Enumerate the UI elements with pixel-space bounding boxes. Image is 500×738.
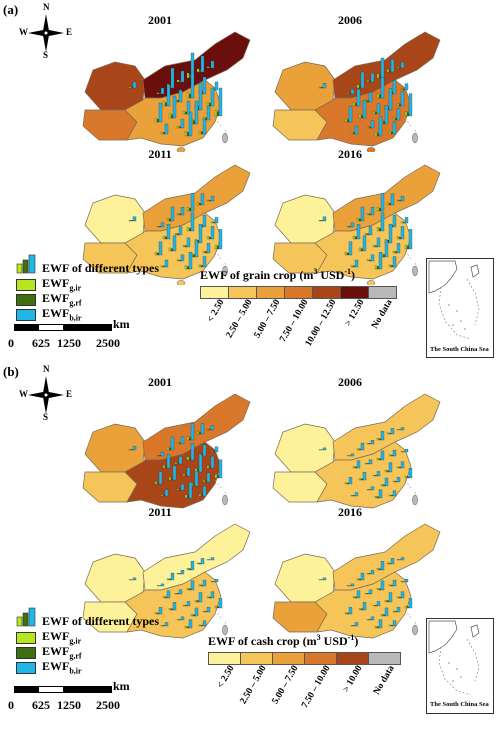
china-map-b-2006	[255, 384, 455, 509]
island	[413, 625, 418, 635]
type-label-b-ir: EWFb,ir	[42, 306, 82, 322]
legend-swatch-3	[284, 286, 313, 299]
compass-w: W	[19, 27, 28, 37]
map-region	[83, 110, 137, 140]
type-swatch-g-ir	[16, 632, 36, 644]
boundary-dash	[405, 480, 417, 496]
bar-chart-icon	[16, 254, 38, 274]
china-map-a-2001	[65, 22, 265, 152]
type-label-g-ir: EWFg,ir	[42, 276, 81, 292]
legend-swatch-1	[228, 286, 257, 299]
scale-tick-1250: 1250	[57, 336, 81, 351]
type-swatch-g-rf	[16, 294, 36, 306]
boundary-dash	[215, 610, 227, 626]
china-map-b-2001	[65, 384, 265, 509]
legend-swatch-3	[304, 652, 337, 665]
grain-legend-title: EWF of grain crop (m3 USD-1)	[200, 267, 355, 283]
island	[413, 495, 418, 505]
types-legend-title: EWF of different types	[42, 261, 159, 276]
type-swatch-b-ir	[16, 662, 36, 674]
cash-legend-title: EWF of cash crop (m3 USD-1)	[208, 633, 358, 649]
scale-bar	[14, 324, 112, 331]
inset-label: The South China Sea	[430, 346, 489, 353]
map-region	[273, 472, 327, 502]
map-region	[273, 110, 327, 140]
legend-swatch-2	[272, 652, 305, 665]
type-label-b-ir: EWFb,ir	[42, 659, 82, 675]
compass-s: S	[43, 50, 48, 60]
type-swatch-g-ir	[16, 279, 36, 291]
island	[223, 495, 228, 505]
types-legend-title: EWF of different types	[42, 614, 159, 629]
boundary-dash	[405, 118, 417, 134]
island	[413, 133, 418, 143]
panel-b-label: (b)	[3, 364, 19, 380]
scale-unit: km	[113, 679, 130, 694]
legend-swatch-5	[368, 652, 401, 665]
legend-swatch-6	[368, 286, 397, 299]
island	[367, 148, 375, 153]
boundary-dash	[405, 251, 417, 267]
boundary-dash	[405, 610, 417, 626]
type-swatch-b-ir	[16, 309, 36, 321]
scale-tick-1250: 1250	[57, 698, 81, 713]
type-label-g-ir: EWFg,ir	[42, 629, 81, 645]
island	[413, 266, 418, 276]
inset-label: The South China Sea	[430, 701, 489, 708]
boundary-dash	[215, 118, 227, 134]
scale-tick-2500: 2500	[96, 336, 120, 351]
compass-n: N	[43, 2, 50, 12]
scale-tick-0: 0	[8, 698, 14, 713]
scale-bar	[14, 686, 112, 693]
scale-tick-2500: 2500	[96, 698, 120, 713]
legend-swatch-4	[336, 652, 369, 665]
compass-s: S	[43, 412, 48, 422]
scale-unit: km	[113, 317, 130, 332]
china-map-a-2016	[255, 155, 455, 285]
legend-swatch-5	[340, 286, 369, 299]
boundary-dash	[215, 480, 227, 496]
type-swatch-g-rf	[16, 647, 36, 659]
scale-tick-625: 625	[32, 698, 50, 713]
type-label-g-rf: EWFg,rf	[42, 644, 82, 660]
bar-chart-icon	[16, 607, 38, 627]
legend-swatch-4	[312, 286, 341, 299]
south-china-sea-inset: The South China Sea	[426, 258, 494, 358]
south-china-sea-inset: The South China Sea	[426, 618, 494, 714]
island	[223, 133, 228, 143]
boundary-dash	[215, 251, 227, 267]
legend-swatch-2	[256, 286, 285, 299]
legend-swatch-0	[208, 652, 241, 665]
panel-a-label: (a)	[3, 2, 18, 18]
compass-n: N	[43, 364, 50, 374]
legend-swatch-1	[240, 652, 273, 665]
compass-w: W	[19, 389, 28, 399]
map-region	[83, 472, 137, 502]
scale-tick-0: 0	[8, 336, 14, 351]
china-map-b-2016	[255, 514, 455, 639]
legend-swatch-0	[200, 286, 229, 299]
island	[367, 281, 375, 286]
island	[177, 148, 185, 153]
map-region	[273, 602, 327, 632]
type-label-g-rf: EWFg,rf	[42, 291, 82, 307]
scale-tick-625: 625	[32, 336, 50, 351]
island	[177, 281, 185, 286]
china-map-a-2006	[255, 22, 455, 152]
